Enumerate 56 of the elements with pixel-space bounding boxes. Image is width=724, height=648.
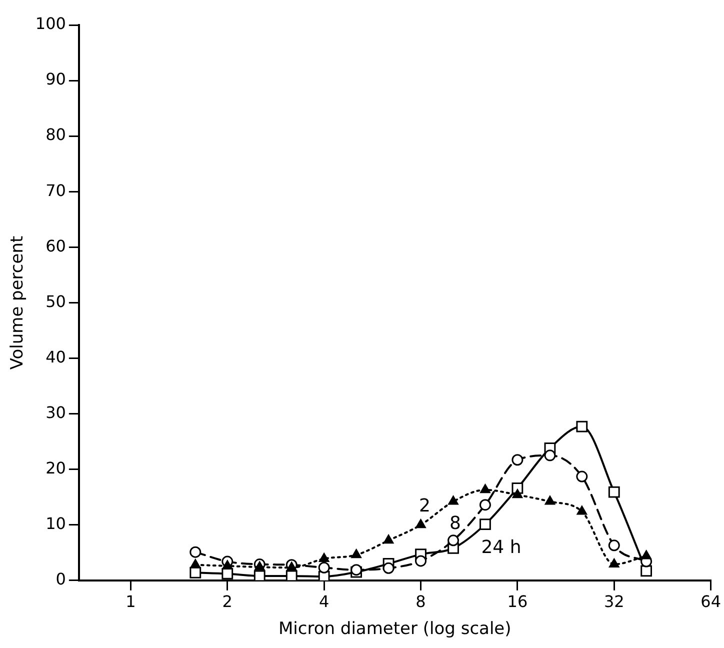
- y-tick-label: 90: [46, 70, 66, 89]
- y-tick-label: 50: [46, 292, 66, 311]
- point: [608, 540, 620, 552]
- series-label: 8: [450, 513, 461, 534]
- point: [512, 454, 524, 466]
- y-tick-label: 10: [46, 514, 66, 534]
- point: [640, 565, 652, 577]
- y-tick-label: 80: [46, 125, 66, 144]
- y-tick-label: 30: [46, 402, 66, 422]
- y-tick-label: 60: [46, 236, 66, 256]
- y-tick-label: 0: [56, 570, 66, 589]
- point: [383, 534, 394, 544]
- point: [479, 499, 491, 511]
- point: [609, 558, 620, 568]
- point: [190, 546, 202, 558]
- point: [448, 496, 458, 505]
- y-tick-label: 20: [46, 458, 66, 478]
- x-tick-label: 1: [126, 592, 136, 612]
- point: [576, 470, 588, 482]
- point: [416, 519, 426, 528]
- point: [480, 484, 490, 494]
- point: [286, 562, 297, 571]
- point: [480, 518, 491, 530]
- point: [254, 570, 266, 580]
- x-tick-label: 16: [507, 592, 528, 612]
- y-tick-label: 70: [46, 180, 66, 200]
- point: [318, 552, 330, 562]
- y-axis-title: Volume percent: [8, 236, 28, 370]
- x-tick-label: 64: [700, 592, 721, 612]
- y-tick-label: 100: [35, 14, 66, 34]
- point: [641, 550, 652, 560]
- point: [382, 562, 394, 574]
- point: [254, 561, 265, 570]
- point: [190, 559, 200, 568]
- point: [448, 534, 460, 546]
- point: [222, 560, 232, 570]
- point: [222, 568, 234, 580]
- point: [608, 486, 620, 498]
- point: [286, 570, 298, 580]
- x-tick-label: 2: [222, 592, 232, 612]
- x-axis-title: Micron diameter (log scale): [278, 619, 512, 640]
- point: [351, 549, 362, 558]
- point: [190, 566, 202, 578]
- x-tick-label: 4: [318, 592, 330, 612]
- series-label: 2: [419, 496, 430, 517]
- point: [415, 555, 427, 567]
- point: [576, 506, 587, 515]
- point: [576, 420, 588, 432]
- point: [544, 496, 556, 505]
- point: [318, 562, 330, 574]
- y-tick-label: 40: [46, 347, 66, 366]
- x-tick-label: 8: [416, 592, 426, 612]
- series-label: 24 h: [481, 536, 522, 558]
- point: [512, 489, 523, 498]
- point: [544, 450, 556, 462]
- x-tick-label: 32: [604, 592, 624, 612]
